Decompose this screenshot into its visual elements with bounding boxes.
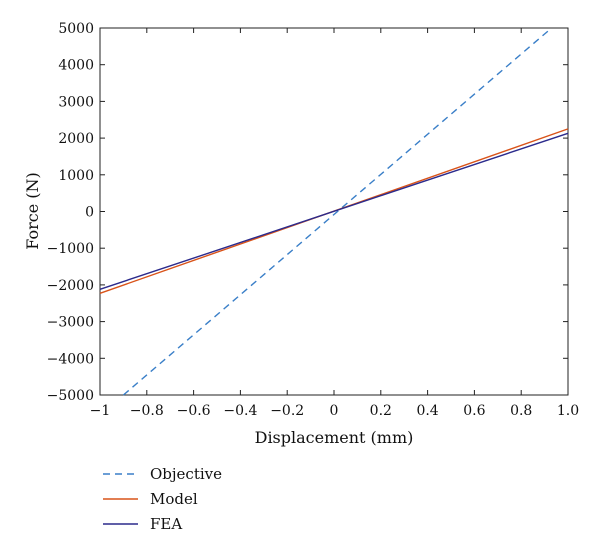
y-axis-ticks: −5000 −4000 −3000 −2000 −1000 0 1000 2000 3000 40…: [47, 21, 568, 404]
y-tick-label: −2000: [47, 278, 94, 294]
y-tick-label: −3000: [47, 315, 94, 331]
series-line-fea: [99, 132, 569, 290]
x-tick-label: −0.8: [130, 403, 164, 419]
y-tick-label: 0: [85, 205, 94, 221]
y-tick-label: 3000: [58, 94, 94, 110]
x-tick-label: 1.0: [557, 403, 579, 419]
series-layer: [99, 27, 569, 396]
x-tick-label: 0.4: [416, 403, 438, 419]
x-tick-label: −0.4: [223, 403, 257, 419]
x-tick-label: 0: [330, 403, 339, 419]
legend-label-fea: FEA: [150, 515, 182, 533]
y-tick-label: 5000: [58, 21, 94, 37]
y-tick-label: −5000: [47, 388, 94, 404]
y-tick-label: −4000: [47, 351, 94, 367]
x-tick-label: 0.8: [510, 403, 532, 419]
y-tick-label: −1000: [47, 241, 94, 257]
x-axis-title: Displacement (mm): [255, 428, 414, 447]
legend-label-model: Model: [150, 490, 198, 508]
x-tick-label: −0.6: [177, 403, 211, 419]
x-tick-label: −1: [90, 403, 111, 419]
x-tick-label: 0.2: [370, 403, 392, 419]
x-tick-label: −0.2: [270, 403, 304, 419]
x-axis-ticks: −1 −0.8 −0.6 −0.4 −0.2 0 0.2 0.4 0.6 0.8 1.0: [90, 28, 579, 419]
y-tick-label: 1000: [58, 168, 94, 184]
y-axis-title: Force (N): [23, 172, 42, 250]
series-line-objective: [122, 27, 553, 396]
legend: Objective Model FEA: [103, 465, 222, 533]
y-tick-label: 4000: [58, 58, 94, 74]
legend-label-objective: Objective: [150, 465, 222, 483]
x-tick-label: 0.6: [463, 403, 485, 419]
y-tick-label: 2000: [58, 131, 94, 147]
